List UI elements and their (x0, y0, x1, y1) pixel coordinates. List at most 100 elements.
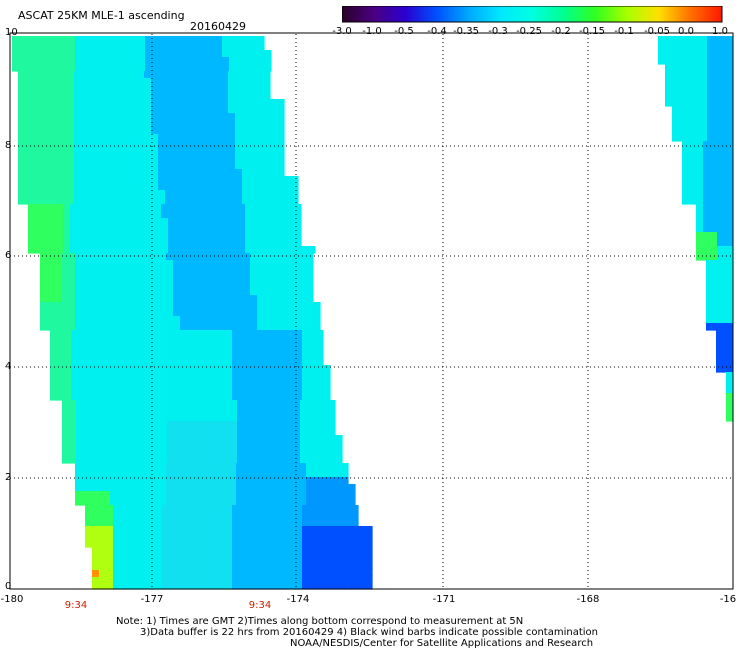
swath-cell (123, 99, 131, 107)
swath-cell (197, 582, 205, 590)
swath-cell (285, 316, 293, 324)
swath-cell (201, 43, 209, 51)
swath-cell (137, 162, 145, 170)
swath-cell (151, 113, 159, 121)
swath-cell (152, 50, 160, 58)
swath-cell (49, 232, 57, 240)
swath-cell (99, 505, 107, 513)
swath-cell (190, 519, 198, 527)
swath-cell (92, 386, 100, 394)
swath-cell (103, 274, 111, 282)
swath-cell (299, 253, 307, 261)
swath-cell (186, 71, 194, 79)
swath-cell (131, 498, 139, 506)
swath-cell (728, 57, 733, 65)
swath-cell (98, 239, 106, 247)
swath-cell (281, 351, 289, 359)
swath-cell (172, 190, 180, 198)
swath-cell (292, 477, 300, 485)
swath-cell (321, 414, 329, 422)
swath-cell (256, 197, 264, 205)
swath-cell (125, 456, 133, 464)
swath-cell (337, 547, 345, 555)
swath-cell (249, 197, 257, 205)
swath-cell (166, 281, 174, 289)
swath-cell (67, 85, 75, 93)
swath-cell (703, 211, 711, 219)
swath-cell (71, 372, 79, 380)
swath-cell (292, 470, 300, 478)
swath-cell (703, 204, 711, 212)
swath-cell (717, 148, 725, 156)
swath-cell (141, 365, 149, 373)
swath-cell (299, 323, 307, 331)
swath-cell (130, 141, 138, 149)
swath-cell (214, 141, 222, 149)
swath-cell (281, 358, 289, 366)
swath-cell (159, 57, 167, 65)
swath-cell (160, 428, 168, 436)
swath-cell (204, 330, 212, 338)
swath-cell (187, 491, 195, 499)
swath-cell (85, 386, 93, 394)
swath-cell (279, 407, 287, 415)
swath-cell (672, 36, 680, 44)
swath-cell (103, 498, 111, 506)
swath-cell (222, 477, 230, 485)
swath-cell (131, 491, 139, 499)
swath-cell (720, 309, 728, 317)
swath-cell (40, 260, 48, 268)
swath-cell (658, 36, 666, 44)
swath-cell (693, 85, 701, 93)
swath-cell (123, 176, 131, 184)
swath-cell (280, 218, 288, 226)
swath-cell (109, 127, 117, 135)
swath-cell (131, 463, 139, 471)
swath-cell (253, 533, 261, 541)
swath-cell (294, 246, 302, 254)
swath-cell (302, 519, 310, 527)
swath-cell (197, 561, 205, 569)
swath-cell (18, 162, 26, 170)
swath-cell (62, 421, 70, 429)
swath-cell (110, 484, 118, 492)
swath-cell (134, 358, 142, 366)
swath-cell (281, 547, 289, 555)
swath-cell (92, 330, 100, 338)
swath-cell (256, 120, 264, 128)
swath-cell (145, 323, 153, 331)
swath-cell (348, 484, 356, 492)
swath-cell (62, 435, 70, 443)
swath-cell (167, 421, 175, 429)
swath-cell (68, 302, 76, 310)
swath-cell (665, 71, 673, 79)
swath-cell (161, 204, 169, 212)
swath-cell (260, 540, 268, 548)
swath-cell (211, 386, 219, 394)
swath-cell (160, 449, 168, 457)
swath-cell (278, 477, 286, 485)
swath-cell (165, 141, 173, 149)
swath-cell (134, 393, 142, 401)
swath-cell (264, 50, 272, 58)
swath-cell (730, 365, 733, 373)
swath-cell (286, 400, 294, 408)
swath-cell (214, 134, 222, 142)
swath-cell (230, 407, 238, 415)
swath-cell (183, 540, 191, 548)
swath-cell (126, 239, 134, 247)
swath-cell (693, 99, 701, 107)
swath-cell (28, 211, 36, 219)
swath-cell (197, 372, 205, 380)
swath-cell (18, 78, 26, 86)
swath-cell (75, 274, 83, 282)
swath-cell (96, 274, 104, 282)
swath-cell (288, 337, 296, 345)
swath-cell (207, 71, 215, 79)
swath-cell (89, 477, 97, 485)
swath-cell (221, 134, 229, 142)
swath-cell (111, 400, 119, 408)
swath-cell (46, 113, 54, 121)
swath-cell (280, 225, 288, 233)
swath-cell (70, 218, 78, 226)
